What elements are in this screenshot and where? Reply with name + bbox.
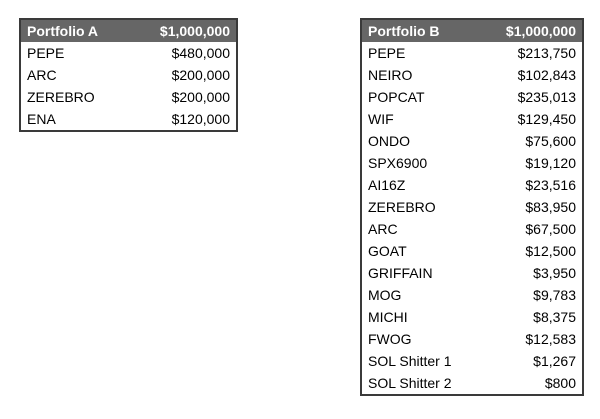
- table-row: MICHI $8,375: [362, 306, 582, 328]
- portfolio-b-rows: PEPE $213,750 NEIRO $102,843 POPCAT $235,013 W…: [362, 42, 582, 394]
- asset-name: ZEREBRO: [368, 199, 436, 215]
- portfolio-a-table: Portfolio A $1,000,000 PEPE $480,000 ARC $2…: [19, 18, 238, 132]
- asset-name: POPCAT: [368, 89, 425, 105]
- asset-name: SOL Shitter 2: [368, 375, 452, 391]
- asset-value: $120,000: [171, 111, 230, 127]
- asset-value: $19,120: [525, 155, 576, 171]
- asset-value: $9,783: [533, 287, 576, 303]
- table-row: SPX6900 $19,120: [362, 152, 582, 174]
- asset-value: $8,375: [533, 309, 576, 325]
- table-row: SOL Shitter 1 $1,267: [362, 350, 582, 372]
- asset-name: WIF: [368, 111, 394, 127]
- asset-name: SPX6900: [368, 155, 428, 171]
- asset-name: MICHI: [368, 309, 408, 325]
- asset-value: $200,000: [171, 67, 230, 83]
- table-row: WIF $129,450: [362, 108, 582, 130]
- asset-value: $3,950: [533, 265, 576, 281]
- asset-value: $800: [544, 375, 576, 391]
- asset-name: ONDO: [368, 133, 410, 149]
- table-row: ZEREBRO $83,950: [362, 196, 582, 218]
- table-row: ZEREBRO $200,000: [21, 86, 236, 108]
- table-row: ONDO $75,600: [362, 130, 582, 152]
- asset-name: PEPE: [27, 45, 65, 61]
- asset-value: $235,013: [517, 89, 576, 105]
- portfolio-b-header: Portfolio B $1,000,000: [362, 20, 582, 42]
- table-row: MOG $9,783: [362, 284, 582, 306]
- asset-value: $12,500: [525, 243, 576, 259]
- table-row: GRIFFAIN $3,950: [362, 262, 582, 284]
- asset-name: SOL Shitter 1: [368, 353, 452, 369]
- portfolio-total: $1,000,000: [159, 23, 230, 39]
- table-row: AI16Z $23,516: [362, 174, 582, 196]
- asset-name: ZEREBRO: [27, 89, 95, 105]
- asset-name: NEIRO: [368, 67, 413, 83]
- table-row: NEIRO $102,843: [362, 64, 582, 86]
- asset-name: GOAT: [368, 243, 407, 259]
- asset-name: AI16Z: [368, 177, 406, 193]
- portfolio-b-table: Portfolio B $1,000,000 PEPE $213,750 NEIRO…: [360, 18, 584, 396]
- portfolio-total: $1,000,000: [505, 23, 576, 39]
- asset-name: ARC: [368, 221, 398, 237]
- asset-value: $129,450: [517, 111, 576, 127]
- table-row: PEPE $480,000: [21, 42, 236, 64]
- asset-name: MOG: [368, 287, 402, 303]
- asset-value: $23,516: [525, 177, 576, 193]
- asset-value: $213,750: [517, 45, 576, 61]
- asset-name: GRIFFAIN: [368, 265, 433, 281]
- asset-value: $83,950: [525, 199, 576, 215]
- portfolio-title: Portfolio B: [368, 23, 440, 39]
- table-row: ENA $120,000: [21, 108, 236, 130]
- table-row: POPCAT $235,013: [362, 86, 582, 108]
- asset-value: $12,583: [525, 331, 576, 347]
- asset-name: ENA: [27, 111, 56, 127]
- table-row: GOAT $12,500: [362, 240, 582, 262]
- table-row: PEPE $213,750: [362, 42, 582, 64]
- table-row: ARC $67,500: [362, 218, 582, 240]
- asset-name: ARC: [27, 67, 57, 83]
- asset-value: $102,843: [517, 67, 576, 83]
- portfolio-a-header: Portfolio A $1,000,000: [21, 20, 236, 42]
- asset-name: FWOG: [368, 331, 412, 347]
- table-row: FWOG $12,583: [362, 328, 582, 350]
- asset-value: $480,000: [171, 45, 230, 61]
- asset-value: $75,600: [525, 133, 576, 149]
- asset-value: $200,000: [171, 89, 230, 105]
- asset-name: PEPE: [368, 45, 406, 61]
- asset-value: $67,500: [525, 221, 576, 237]
- table-row: ARC $200,000: [21, 64, 236, 86]
- table-row: SOL Shitter 2 $800: [362, 372, 582, 394]
- asset-value: $1,267: [533, 353, 576, 369]
- portfolio-title: Portfolio A: [27, 23, 99, 39]
- portfolio-a-rows: PEPE $480,000 ARC $200,000 ZEREBRO $200,000 EN…: [21, 42, 236, 130]
